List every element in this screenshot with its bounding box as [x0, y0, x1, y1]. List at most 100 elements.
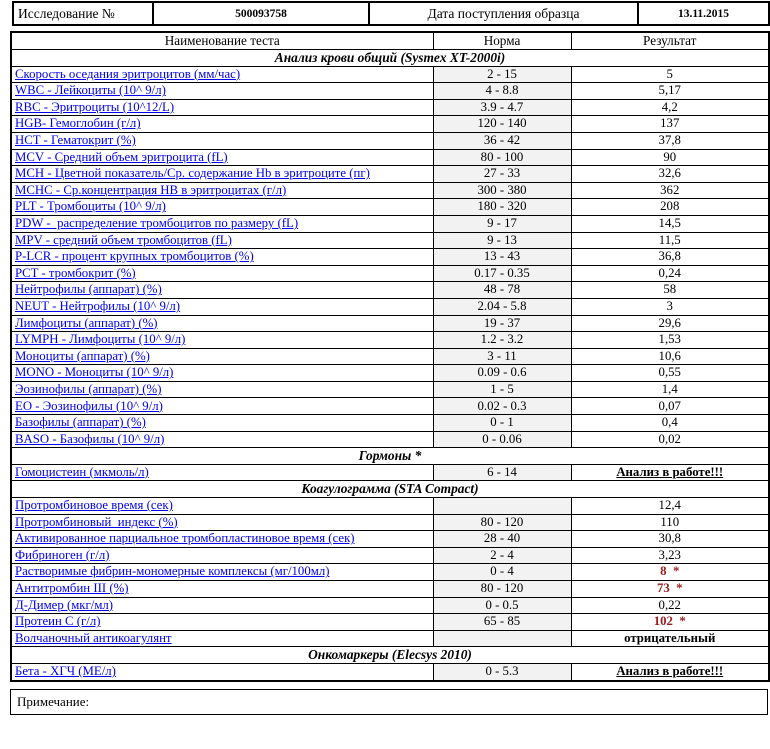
result-value: 14,5	[570, 214, 770, 233]
test-name-cell: BASO - Базофилы (10^ 9/л)	[10, 430, 434, 449]
test-name-link[interactable]: MCH - Цветной показатель/Ср. содержание …	[15, 166, 370, 181]
result-value: 5	[570, 65, 770, 84]
test-name-link[interactable]: PCT - тромбокрит (%)	[15, 265, 136, 280]
test-name-link[interactable]: NEUT - Нейтрофилы (10^ 9/л)	[15, 298, 181, 313]
test-row: WBC - Лейкоциты (10^ 9/л) 4 - 8.8 5,17	[10, 82, 770, 100]
test-name-cell: Эозинофилы (аппарат) (%)	[10, 380, 434, 399]
test-name-cell: Протеин C (г/л)	[10, 613, 434, 631]
norm-range: 48 - 78	[432, 281, 572, 299]
test-name-link[interactable]: Эозинофилы (аппарат) (%)	[15, 381, 162, 396]
test-row: LYMPH - Лимфоциты (10^ 9/л) 1.2 - 3.2 1,53	[10, 331, 770, 349]
sample-date-value: 13.11.2015	[637, 1, 770, 26]
test-name-link[interactable]: Бета - ХГЧ (МЕ/л)	[15, 664, 116, 679]
test-name-link[interactable]: HCT - Гематокрит (%)	[15, 133, 136, 148]
result-value: 32,6	[570, 165, 770, 183]
result-value: 37,8	[570, 131, 770, 150]
test-name-link[interactable]: Гомоцистеин (мкмоль/л)	[15, 464, 149, 479]
norm-range: 0.02 - 0.3	[432, 397, 572, 416]
test-name-cell: LYMPH - Лимфоциты (10^ 9/л)	[10, 331, 434, 349]
test-row: Гомоцистеин (мкмоль/л) 6 - 14 Анализ в раб…	[10, 463, 770, 482]
result-value: 5,17	[570, 82, 770, 100]
test-name-link[interactable]: RBC - Эритроциты (10^12/L)	[15, 99, 175, 114]
result-value: 362	[570, 181, 770, 200]
test-name-link[interactable]: Протромбиновый индекс (%)	[15, 514, 178, 529]
test-name-cell: NEUT - Нейтрофилы (10^ 9/л)	[10, 297, 434, 316]
test-name-cell: MONO - Моноциты (10^ 9/л)	[10, 364, 434, 382]
test-name-link[interactable]: PDW - распределение тромбоцитов по разме…	[15, 216, 299, 231]
result-value: 30,8	[570, 530, 770, 548]
result-value: 29,6	[570, 314, 770, 333]
test-name-cell: PDW - распределение тромбоцитов по разме…	[10, 214, 434, 233]
norm-range: 36 - 42	[432, 131, 572, 150]
test-name-link[interactable]: Нейтрофилы (аппарат) (%)	[15, 282, 162, 297]
test-name-link[interactable]: Моноциты (аппарат) (%)	[15, 348, 150, 363]
norm-range	[432, 497, 572, 515]
result-value: 0,22	[570, 596, 770, 615]
result-value: 3	[570, 297, 770, 316]
test-name-link[interactable]: P-LCR - процент крупных тромбоцитов (%)	[15, 249, 254, 264]
test-name-link[interactable]: LYMPH - Лимфоциты (10^ 9/л)	[15, 332, 186, 347]
test-name-cell: Лимфоциты (аппарат) (%)	[10, 314, 434, 333]
test-name-link[interactable]: Фибриноген (г/л)	[15, 547, 110, 562]
test-name-link[interactable]: BASO - Базофилы (10^ 9/л)	[15, 431, 165, 446]
test-name-cell: Д-Димер (мкг/мл)	[10, 596, 434, 615]
test-name-link[interactable]: Активированное парциальное тромбопластин…	[15, 531, 355, 546]
test-name-link[interactable]: MONO - Моноциты (10^ 9/л)	[15, 365, 174, 380]
norm-range: 4 - 8.8	[432, 82, 572, 100]
norm-range: 9 - 13	[432, 231, 572, 250]
test-name-link[interactable]: PLT - Тромбоциты (10^ 9/л)	[15, 199, 166, 214]
lab-report-page: Исследование № 500093758 Дата поступлени…	[0, 1, 770, 715]
test-name-link[interactable]: MCV - Средний объем эритроцита (fL)	[15, 149, 228, 164]
norm-range: 300 - 380	[432, 181, 572, 200]
test-name-link[interactable]: EO - Эозинофилы (10^ 9/л)	[15, 398, 163, 413]
test-name-link[interactable]: Волчаночный антикоагулянт	[15, 630, 172, 645]
test-name-link[interactable]: Антитромбин III (%)	[15, 581, 129, 596]
test-name-link[interactable]: Скорость оседания эритроцитов (мм/час)	[15, 66, 241, 81]
test-name-link[interactable]: Д-Димер (мкг/мл)	[15, 597, 114, 612]
test-name-link[interactable]: Протеин C (г/л)	[15, 614, 101, 629]
test-row: MCH - Цветной показатель/Ср. содержание …	[10, 165, 770, 183]
test-row: Лимфоциты (аппарат) (%) 19 - 37 29,6	[10, 314, 770, 333]
result-value: 0,4	[570, 414, 770, 432]
test-row: P-LCR - процент крупных тромбоцитов (%) 1…	[10, 248, 770, 266]
test-name-link[interactable]: HGB- Гемоглобин (г/л)	[15, 116, 141, 131]
test-name-cell: Моноциты (аппарат) (%)	[10, 347, 434, 366]
section-title: Коагулограмма (STA Compact)	[10, 480, 770, 499]
test-name-cell: Волчаночный антикоагулянт	[10, 629, 434, 648]
result-value: 58	[570, 281, 770, 299]
test-name-link[interactable]: MPV - средний объем тромбоцитов (fL)	[15, 232, 232, 247]
test-name-cell: MPV - средний объем тромбоцитов (fL)	[10, 231, 434, 250]
norm-range: 28 - 40	[432, 530, 572, 548]
test-row: MCV - Средний объем эритроцита (fL) 80 - …	[10, 148, 770, 167]
note-box: Примечание:	[10, 688, 768, 715]
norm-range: 2 - 4	[432, 546, 572, 565]
test-name-cell: RBC - Эритроциты (10^12/L)	[10, 98, 434, 117]
norm-range: 80 - 120	[432, 580, 572, 598]
test-row: Растворимые фибрин-мономерные комплексы …	[10, 563, 770, 581]
test-row: MCHC - Ср.концентрация HB в эритроцитах …	[10, 181, 770, 200]
result-value: 8 *	[570, 563, 770, 581]
test-row: PCT - тромбокрит (%) 0.17 - 0.35 0,24	[10, 264, 770, 283]
result-value: 90	[570, 148, 770, 167]
result-value: 11,5	[570, 231, 770, 250]
result-value: 0,55	[570, 364, 770, 382]
sample-date-label: Дата поступления образца	[368, 1, 639, 26]
norm-range: 27 - 33	[432, 165, 572, 183]
norm-range: 0 - 0.06	[432, 430, 572, 449]
test-name-link[interactable]: WBC - Лейкоциты (10^ 9/л)	[15, 83, 166, 98]
test-name-cell: Нейтрофилы (аппарат) (%)	[10, 281, 434, 299]
test-name-link[interactable]: Базофилы (аппарат) (%)	[15, 415, 146, 430]
test-name-link[interactable]: Лимфоциты (аппарат) (%)	[15, 315, 158, 330]
test-row: Антитромбин III (%) 80 - 120 73 *	[10, 580, 770, 598]
test-row: Скорость оседания эритроцитов (мм/час) 2 …	[10, 65, 770, 84]
test-name-link[interactable]: Протромбиновое время (сек)	[15, 498, 173, 513]
test-row: HGB- Гемоглобин (г/л) 120 - 140 137	[10, 115, 770, 133]
section-header-row: Онкомаркеры (Elecsys 2010)	[10, 646, 770, 664]
norm-range: 0 - 0.5	[432, 596, 572, 615]
test-name-cell: Скорость оседания эритроцитов (мм/час)	[10, 65, 434, 84]
test-name-cell: MCHC - Ср.концентрация HB в эритроцитах …	[10, 181, 434, 200]
section-header-row: Гормоны *	[10, 447, 770, 465]
test-name-link[interactable]: Растворимые фибрин-мономерные комплексы …	[15, 564, 330, 579]
test-row: Протеин C (г/л) 65 - 85 102 *	[10, 613, 770, 631]
test-name-link[interactable]: MCHC - Ср.концентрация HB в эритроцитах …	[15, 182, 287, 197]
